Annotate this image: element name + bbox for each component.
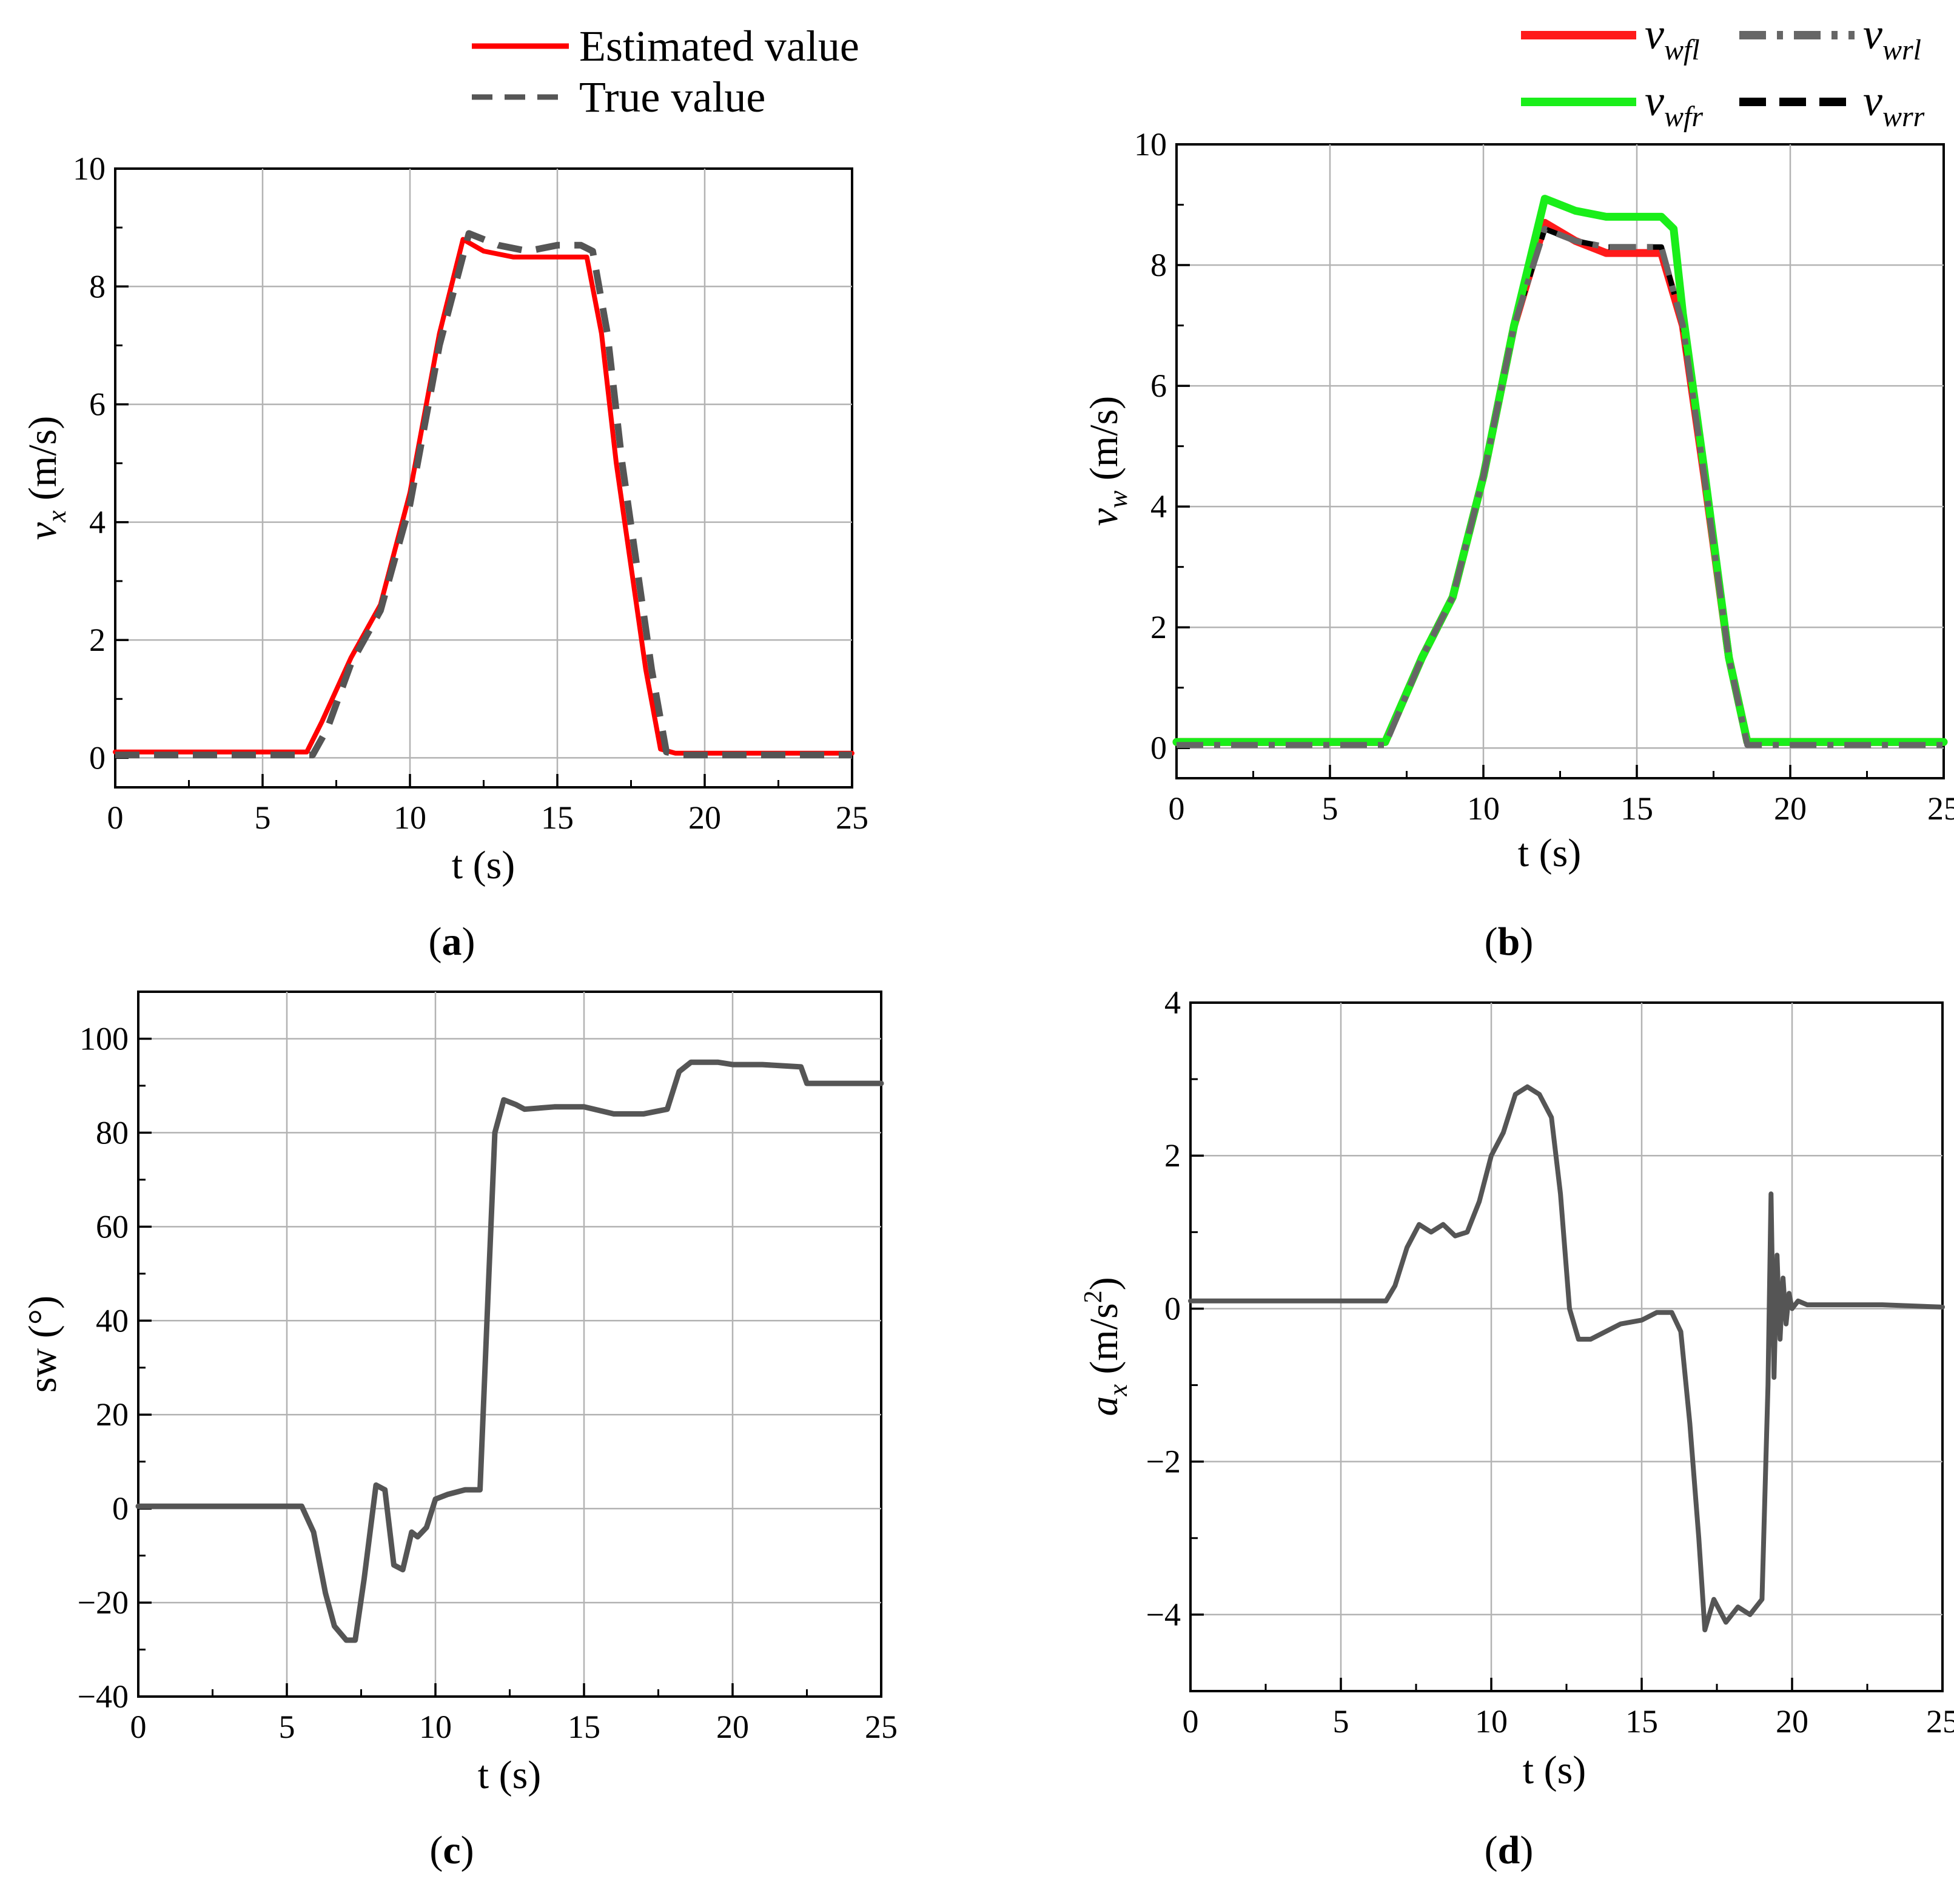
plot-frame-d — [1189, 1001, 1944, 1692]
ytick-label-a: 4 — [89, 504, 106, 540]
series-line-c-0 — [135, 1059, 884, 1643]
xtick-label-b: 25 — [1927, 790, 1954, 827]
ytick-label-b: 4 — [1150, 488, 1167, 525]
series-line-b-1 — [1177, 226, 1944, 745]
xtick-label-d: 15 — [1625, 1703, 1658, 1740]
ytick-label-b: 2 — [1150, 609, 1167, 645]
ytick-label-d: −4 — [1146, 1596, 1181, 1633]
series-line-a-0 — [113, 237, 854, 756]
ytick-label-c: 0 — [112, 1490, 129, 1527]
xtick-label-c: 25 — [865, 1709, 898, 1745]
series-line-b-2 — [1172, 195, 1948, 746]
xtick-label-b: 10 — [1467, 790, 1500, 827]
series-line-d-0 — [1188, 1084, 1945, 1633]
xtick-label-b: 5 — [1322, 790, 1338, 827]
legend-label-wrl: vwrl — [1863, 10, 1921, 66]
xtick-label-d: 10 — [1475, 1703, 1508, 1740]
plot-frame-c — [137, 991, 882, 1698]
panel-d: 0 5 10 15 20 25 −4 −2 0 2 4 t (s) ax (m/s2) (d) — [1079, 984, 1954, 1872]
series-line-b-0 — [1172, 218, 1948, 746]
ytick-label-a: 0 — [89, 739, 106, 776]
plot-frame-a — [114, 167, 853, 789]
legend-a: Estimated value True value — [472, 22, 859, 121]
panel-a: 0 5 10 15 20 25 0 2 4 6 8 10 t (s) vx (m/s) (a) Est… — [21, 22, 868, 964]
xtick-label-d: 5 — [1333, 1703, 1349, 1740]
ytick-label-c: −20 — [78, 1584, 129, 1621]
xlabel-a: t (s) — [452, 843, 515, 887]
ylabel-a: vx (m/s) — [21, 416, 72, 540]
ytick-label-b: 8 — [1150, 247, 1167, 283]
series-line-a-1 — [115, 230, 852, 759]
ylabel-b: vw (m/s) — [1082, 396, 1133, 526]
xtick-label-c: 0 — [130, 1709, 147, 1745]
xtick-label-a: 0 — [107, 799, 124, 836]
xtick-label-c: 5 — [279, 1709, 295, 1745]
xtick-label-d: 25 — [1926, 1703, 1954, 1740]
panel-b: 0 5 10 15 20 25 0 2 4 6 8 10 t (s) vw (m/s) (b) vwf… — [1082, 10, 1954, 964]
xtick-label-d: 20 — [1776, 1703, 1808, 1740]
ytick-label-d: −2 — [1146, 1444, 1181, 1480]
xtick-label-b: 0 — [1169, 790, 1185, 827]
xlabel-d: t (s) — [1523, 1748, 1586, 1792]
ytick-label-a: 8 — [89, 268, 106, 304]
ytick-label-c: 100 — [79, 1020, 129, 1057]
ytick-label-b: 10 — [1134, 126, 1167, 163]
ylabel-c: sw (°) — [21, 1296, 65, 1393]
xtick-label-a: 20 — [688, 799, 721, 836]
series-line-b-3 — [1177, 226, 1944, 748]
ytick-label-c: 20 — [96, 1396, 129, 1433]
xtick-label-c: 10 — [419, 1709, 452, 1745]
ylabel-d: ax (m/s2) — [1079, 1277, 1133, 1416]
ytick-label-d: 4 — [1164, 984, 1181, 1021]
caption-a: (a) — [429, 920, 475, 964]
ytick-label-c: −40 — [78, 1678, 129, 1715]
caption-c: (c) — [429, 1828, 474, 1872]
ytick-label-a: 6 — [89, 386, 106, 423]
panel-c: 0 5 10 15 20 25 −40 −20 0 20 40 60 80 100 t (s) sw (°… — [21, 991, 898, 1872]
ytick-label-b: 6 — [1150, 368, 1167, 404]
legend-b: vwfl vwrl vwfr vwrr — [1521, 10, 1925, 133]
ytick-label-d: 0 — [1164, 1290, 1181, 1327]
xtick-label-a: 5 — [255, 799, 271, 836]
legend-label-wfl: vwfl — [1645, 10, 1700, 66]
ytick-label-c: 60 — [96, 1208, 129, 1245]
ytick-label-d: 2 — [1164, 1137, 1181, 1174]
xtick-label-c: 15 — [568, 1709, 600, 1745]
legend-label-true: True value — [579, 73, 765, 121]
ytick-label-c: 40 — [96, 1302, 129, 1339]
caption-b: (b) — [1485, 920, 1534, 964]
xtick-label-a: 10 — [394, 799, 426, 836]
xtick-label-a: 15 — [541, 799, 574, 836]
ytick-label-a: 2 — [89, 622, 106, 658]
xtick-label-a: 25 — [836, 799, 868, 836]
legend-label-wrr: vwrr — [1863, 76, 1925, 133]
ytick-label-b: 0 — [1150, 730, 1167, 766]
xlabel-c: t (s) — [478, 1753, 541, 1797]
caption-d: (d) — [1485, 1828, 1534, 1872]
ytick-label-c: 80 — [96, 1114, 129, 1151]
plot-frame-b — [1175, 143, 1945, 779]
xtick-label-c: 20 — [716, 1709, 749, 1745]
ytick-label-a: 10 — [73, 150, 106, 187]
xtick-label-b: 20 — [1774, 790, 1807, 827]
legend-label-wfr: vwfr — [1645, 76, 1703, 133]
xtick-label-b: 15 — [1620, 790, 1653, 827]
xlabel-b: t (s) — [1518, 831, 1581, 875]
legend-label-estimated: Estimated value — [579, 22, 859, 70]
xtick-label-d: 0 — [1183, 1703, 1199, 1740]
